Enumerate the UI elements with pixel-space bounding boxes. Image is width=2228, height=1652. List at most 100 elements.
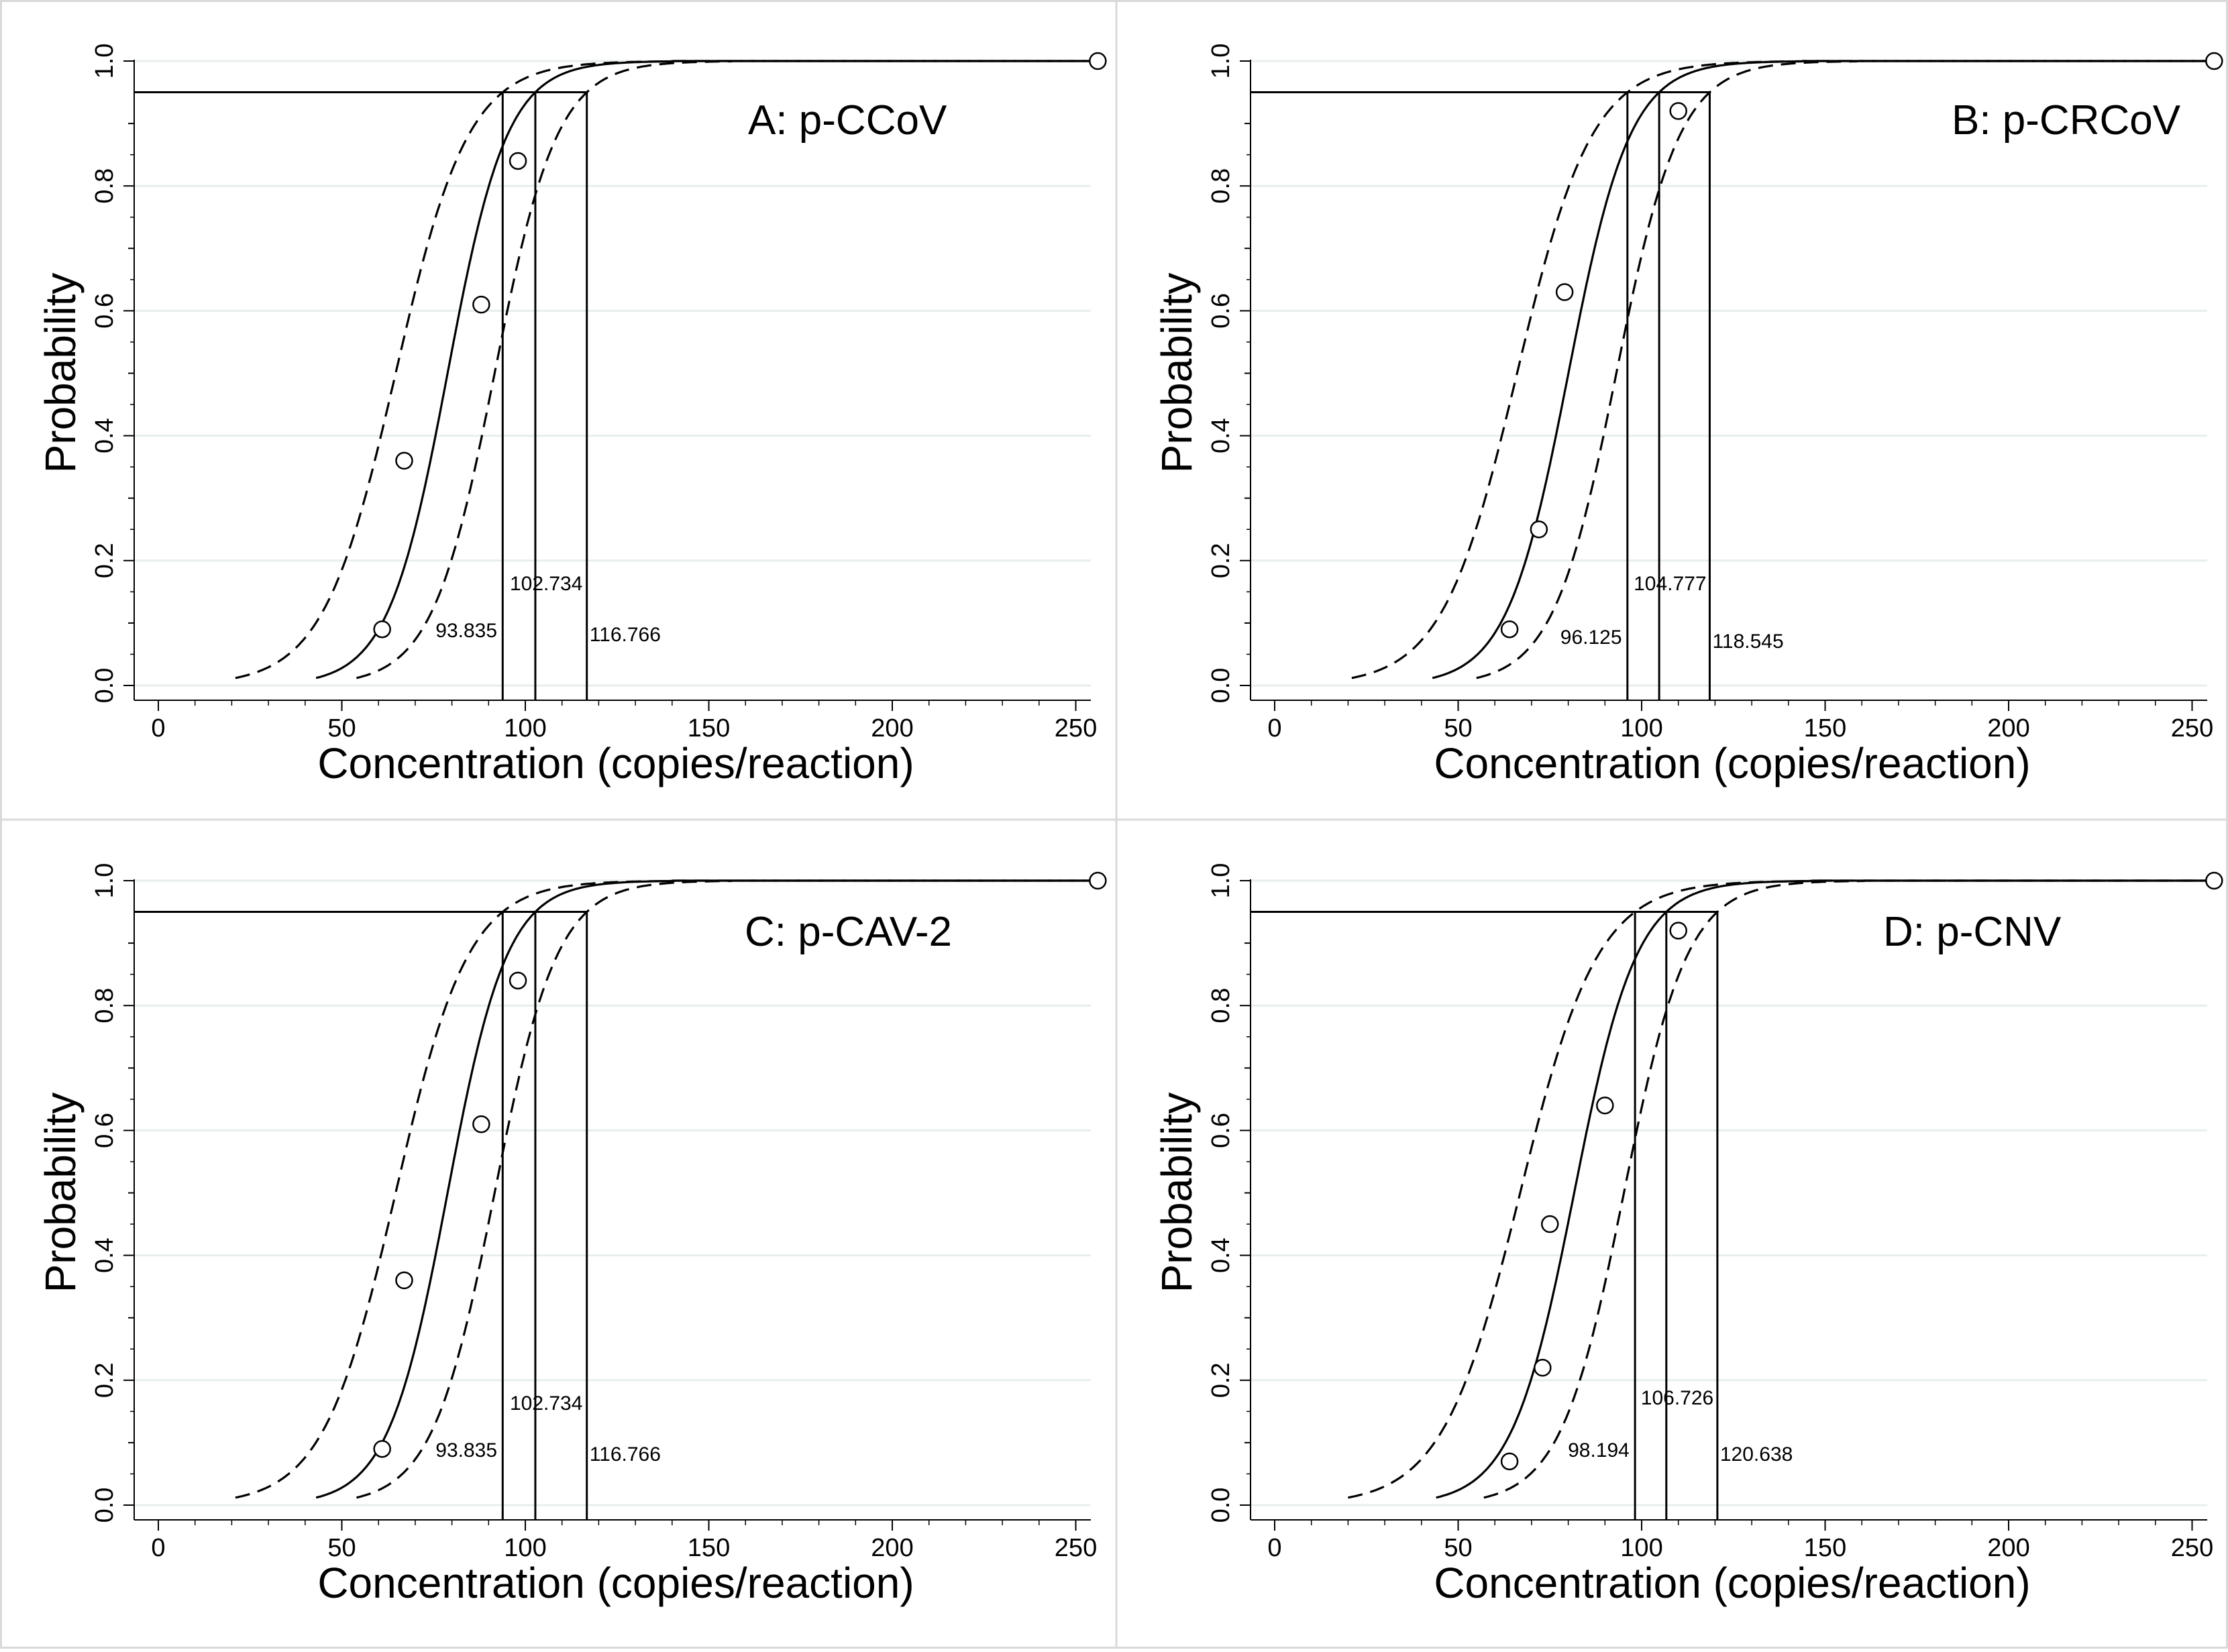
observed-point — [1500, 620, 1519, 639]
lod-lower-value-label: 93.835 — [435, 620, 497, 642]
y-tick-label: 0.4 — [1207, 1237, 1235, 1273]
lod-upper-value-label: 120.638 — [1720, 1443, 1793, 1466]
x-tick-label: 50 — [327, 714, 356, 742]
curve-fit — [1436, 879, 2215, 1499]
x-tick-label: 150 — [688, 1534, 730, 1562]
curve-lower-bound — [1351, 60, 2215, 679]
y-tick-label: 0.0 — [91, 1488, 119, 1523]
x-tick-label: 200 — [1987, 1534, 2029, 1562]
curve-upper-bound — [356, 60, 1098, 679]
lod-value-label: 106.726 — [1641, 1387, 1713, 1409]
x-axis-title: Concentration (copies/reaction) — [1434, 1559, 2030, 1607]
y-tick-label: 0.8 — [1207, 168, 1235, 204]
observed-point — [1669, 922, 1687, 940]
y-tick-label: 1.0 — [1207, 44, 1235, 79]
observed-point — [1089, 871, 1107, 890]
x-tick-label: 200 — [1987, 714, 2029, 742]
y-tick-label: 0.6 — [1207, 293, 1235, 329]
observed-point — [1596, 1096, 1614, 1115]
y-tick-label: 0.0 — [1207, 1488, 1235, 1523]
observed-point — [472, 1115, 490, 1134]
observed-point — [1669, 102, 1687, 120]
y-tick-label: 0.4 — [1207, 418, 1235, 453]
lod-lower-value-label: 98.194 — [1568, 1439, 1630, 1462]
y-tick-label: 1.0 — [1207, 863, 1235, 899]
x-tick-label: 0 — [151, 714, 165, 742]
x-tick-label: 0 — [1267, 1534, 1281, 1562]
lod-upper-value-label: 118.545 — [1712, 630, 1783, 653]
x-tick-label: 100 — [1620, 714, 1662, 742]
y-tick-label: 0.0 — [1207, 668, 1235, 704]
x-axis-title: Concentration (copies/reaction) — [317, 739, 914, 787]
y-tick-label: 0.2 — [91, 543, 119, 578]
y-tick-label: 0.4 — [91, 1237, 119, 1273]
y-tick-label: 1.0 — [91, 44, 119, 79]
observed-point — [472, 295, 490, 314]
y-tick-label: 1.0 — [91, 863, 119, 899]
observed-point — [1500, 1452, 1519, 1471]
x-tick-label: 100 — [504, 1534, 546, 1562]
y-tick-label: 0.2 — [91, 1362, 119, 1398]
x-tick-label: 250 — [1055, 1534, 1097, 1562]
y-tick-label: 0.8 — [1207, 988, 1235, 1024]
x-tick-label: 0 — [1267, 714, 1281, 742]
x-tick-label: 200 — [871, 714, 913, 742]
y-axis-title: Probability — [36, 1093, 85, 1293]
curve-upper-bound — [356, 879, 1098, 1499]
lod-lower-value-label: 96.125 — [1560, 626, 1622, 649]
y-tick-label: 0.4 — [91, 418, 119, 453]
x-tick-label: 50 — [1444, 714, 1472, 742]
panel-title: A: p-CCoV — [748, 97, 947, 144]
x-tick-label: 150 — [688, 714, 730, 742]
x-tick-label: 250 — [1055, 714, 1097, 742]
y-tick-label: 0.2 — [1207, 1362, 1235, 1398]
curve-fit — [315, 60, 1098, 679]
x-tick-label: 250 — [2171, 714, 2213, 742]
y-tick-label: 0.0 — [91, 668, 119, 704]
chart-panel-1: 0.0 0.2 0.4 0.6 0.8 1.0 0 50 100 150 200 250 Concent… — [36, 44, 1107, 787]
curve-fit — [315, 879, 1098, 1499]
curve-lower-bound — [235, 879, 1098, 1499]
observed-point — [2205, 871, 2223, 890]
y-tick-label: 0.6 — [1207, 1113, 1235, 1148]
x-tick-label: 50 — [1444, 1534, 1472, 1562]
y-axis-title: Probability — [36, 273, 85, 474]
chart-panel-3: 0.0 0.2 0.4 0.6 0.8 1.0 0 50 100 150 200 250 Concent… — [36, 863, 1107, 1607]
chart-panel-4: 0.0 0.2 0.4 0.6 0.8 1.0 0 50 100 150 200 250 Concent… — [1153, 863, 2223, 1607]
y-tick-label: 0.8 — [91, 168, 119, 204]
x-axis-title: Concentration (copies/reaction) — [317, 1559, 914, 1607]
observed-point — [2205, 52, 2223, 70]
y-axis-title: Probability — [1153, 273, 1201, 474]
y-tick-label: 0.6 — [91, 1113, 119, 1148]
x-tick-label: 100 — [1620, 1534, 1662, 1562]
observed-point — [395, 1271, 413, 1290]
x-axis-title: Concentration (copies/reaction) — [1434, 739, 2030, 787]
y-tick-label: 0.2 — [1207, 543, 1235, 578]
observed-point — [1534, 1358, 1552, 1377]
lod-lower-value-label: 93.835 — [435, 1439, 497, 1462]
lod-value-label: 102.734 — [510, 573, 582, 595]
curve-lower-bound — [1348, 879, 2215, 1499]
observed-point — [395, 451, 413, 470]
x-tick-label: 150 — [1804, 714, 1846, 742]
curve-fit — [1432, 60, 2215, 679]
panel-title: D: p-CNV — [1883, 909, 2062, 955]
observed-point — [1541, 1215, 1559, 1233]
x-tick-label: 0 — [151, 1534, 165, 1562]
y-axis-title: Probability — [1153, 1093, 1201, 1293]
observed-point — [373, 1439, 391, 1458]
observed-point — [1530, 520, 1548, 539]
observed-point — [1555, 283, 1574, 301]
y-tick-label: 0.8 — [91, 988, 119, 1024]
x-tick-label: 150 — [1804, 1534, 1846, 1562]
observed-point — [1089, 52, 1107, 70]
x-tick-label: 250 — [2171, 1534, 2213, 1562]
observed-point — [509, 152, 527, 170]
x-tick-label: 100 — [504, 714, 546, 742]
y-tick-label: 0.6 — [91, 293, 119, 329]
lod-upper-value-label: 116.766 — [590, 624, 661, 646]
panel-title: C: p-CAV-2 — [745, 909, 952, 955]
curve-lower-bound — [235, 60, 1098, 679]
